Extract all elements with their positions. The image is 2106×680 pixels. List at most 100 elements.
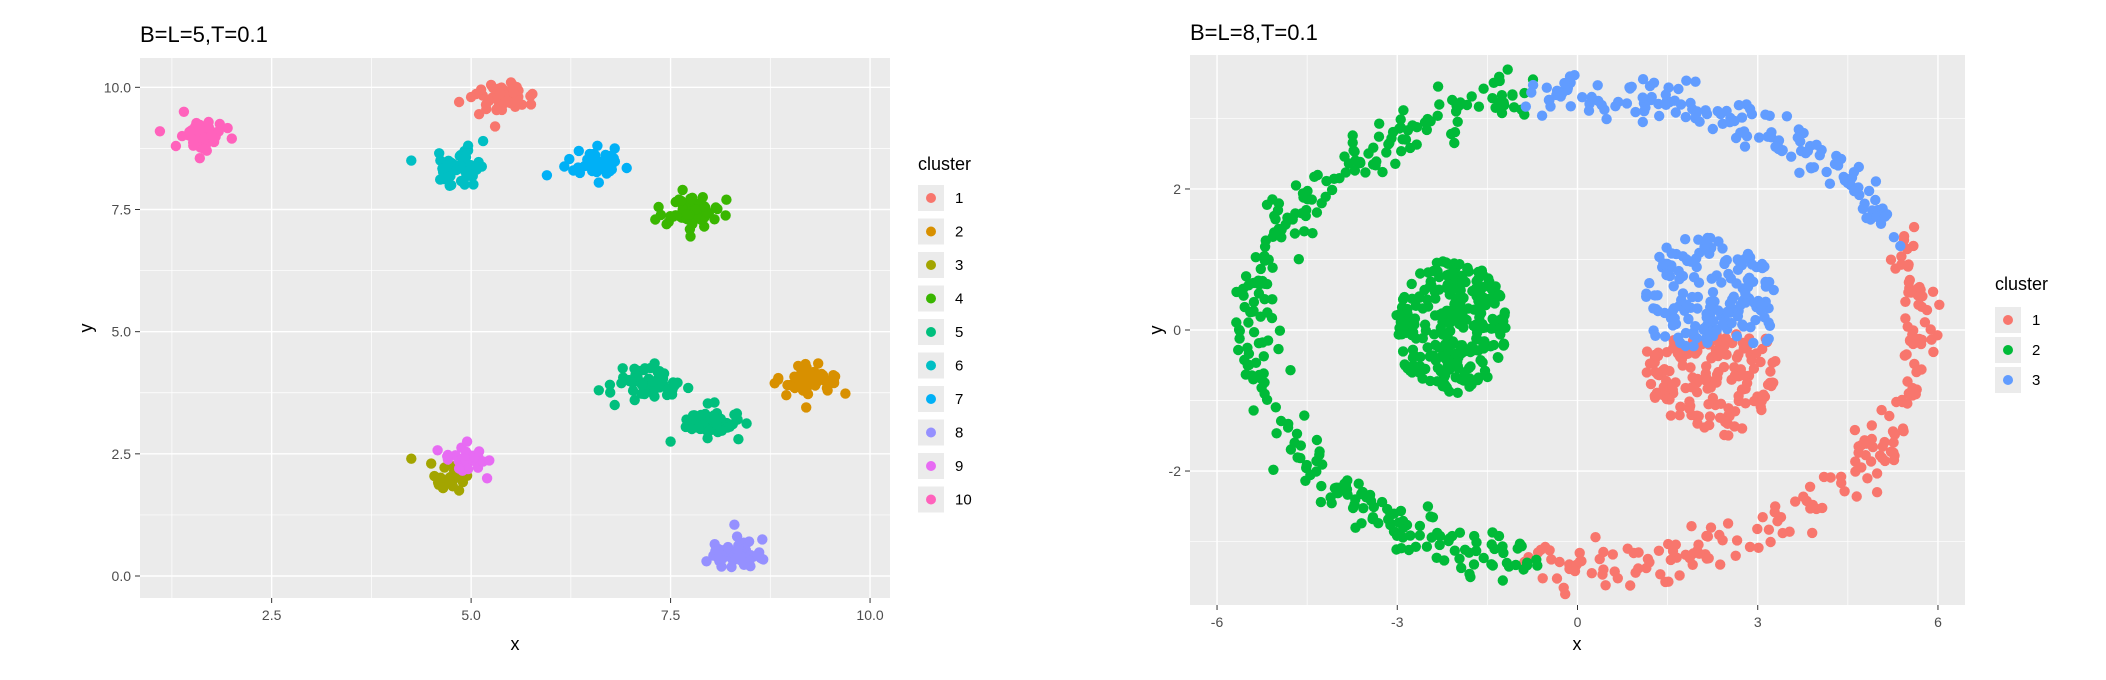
scatter-point: [1365, 495, 1377, 507]
scatter-point: [1447, 267, 1458, 278]
scatter-point: [1685, 256, 1697, 267]
scatter-point: [1282, 422, 1294, 433]
scatter-point: [1489, 298, 1500, 309]
scatter-point: [1494, 289, 1505, 300]
scatter-point: [1680, 327, 1692, 339]
scatter-point: [1475, 318, 1486, 329]
scatter-point: [1381, 147, 1392, 158]
scatter-point: [481, 473, 493, 484]
scatter-point: [1851, 491, 1862, 502]
scatter-point: [1459, 367, 1470, 378]
legend-key-9: [926, 461, 936, 471]
scatter-point: [702, 433, 713, 444]
scatter-point: [1497, 541, 1508, 552]
scatter-point: [1653, 545, 1665, 556]
scatter-point: [1870, 176, 1882, 187]
scatter-point: [1756, 300, 1767, 311]
scatter-point: [1714, 412, 1726, 423]
y-tick-label: 5.0: [112, 324, 132, 340]
scatter-point: [636, 379, 648, 391]
scatter-point: [442, 451, 453, 462]
scatter-point: [1777, 145, 1788, 156]
scatter-point: [1233, 324, 1245, 335]
scatter-point: [1757, 262, 1768, 274]
scatter-point: [1914, 281, 1925, 293]
scatter-point: [484, 455, 495, 466]
scatter-point: [1907, 382, 1918, 394]
scatter-point: [541, 170, 553, 181]
scatter-point: [1836, 477, 1847, 489]
chart-left-title: B=L=5,T=0.1: [140, 22, 268, 47]
x-tick-label: 3: [1754, 614, 1762, 630]
scatter-point: [1311, 207, 1323, 218]
scatter-point: [1558, 582, 1569, 593]
scatter-point: [605, 387, 616, 398]
scatter-point: [1466, 91, 1477, 102]
scatter-point: [733, 434, 744, 445]
scatter-point: [1817, 502, 1828, 514]
scatter-point: [1644, 557, 1655, 568]
scatter-point: [1786, 151, 1797, 162]
scatter-point: [627, 385, 639, 396]
scatter-point: [1471, 327, 1483, 338]
scatter-point: [1898, 231, 1910, 242]
scatter-point: [1428, 329, 1440, 340]
scatter-point: [1766, 127, 1777, 138]
scatter-point: [1414, 530, 1426, 541]
scatter-point: [1870, 194, 1881, 206]
chart-left: B=L=5,T=0.1 2.5 5.0 7.5 10.0 0.02.55.07.510…: [76, 22, 972, 654]
scatter-point: [1729, 362, 1740, 373]
scatter-point: [1753, 132, 1765, 143]
scatter-point: [1902, 398, 1913, 409]
scatter-point: [1469, 344, 1480, 355]
scatter-point: [1675, 337, 1686, 349]
scatter-point: [1421, 541, 1433, 552]
scatter-point: [793, 360, 804, 372]
legend-label-9: 9: [955, 458, 963, 475]
scatter-point: [1398, 105, 1409, 116]
scatter-point: [1598, 564, 1609, 575]
scatter-point: [1661, 242, 1672, 253]
scatter-point: [1405, 530, 1416, 541]
scatter-point: [1717, 118, 1728, 129]
scatter-point: [1396, 146, 1407, 157]
y-tick-label: 2.5: [112, 446, 132, 462]
scatter-point: [1234, 333, 1245, 344]
scatter-point: [1895, 240, 1906, 252]
scatter-point: [154, 126, 166, 137]
scatter-point: [1659, 307, 1670, 319]
scatter-point: [1449, 545, 1461, 556]
scatter-point: [1391, 530, 1403, 541]
scatter-point: [1307, 228, 1318, 239]
scatter-point: [1655, 569, 1666, 580]
scatter-point: [1471, 545, 1482, 557]
scatter-point: [805, 368, 816, 379]
scatter-point: [1406, 278, 1417, 290]
x-tick-label: 2.5: [262, 607, 282, 623]
scatter-point: [1669, 95, 1680, 106]
scatter-point: [1644, 278, 1655, 289]
scatter-point: [1451, 100, 1462, 111]
scatter-point: [1487, 313, 1498, 325]
scatter-point: [1698, 324, 1709, 335]
scatter-point: [1507, 89, 1518, 100]
scatter-point: [1257, 337, 1268, 348]
scatter-point: [666, 389, 678, 400]
chart-left-points: [154, 77, 851, 573]
scatter-point: [1469, 530, 1480, 542]
scatter-point: [1733, 390, 1744, 402]
scatter-point: [1909, 358, 1920, 370]
scatter-point: [1478, 292, 1490, 304]
scatter-point: [1355, 157, 1366, 169]
scatter-point: [609, 399, 620, 411]
scatter-point: [1717, 535, 1728, 546]
legend-label-3: 3: [2032, 372, 2040, 389]
scatter-point: [462, 140, 474, 151]
scatter-point: [465, 91, 477, 103]
scatter-point: [1866, 433, 1878, 445]
scatter-point: [194, 153, 205, 164]
scatter-point: [1688, 330, 1700, 341]
scatter-point: [1349, 165, 1361, 176]
scatter-point: [595, 161, 607, 172]
scatter-point: [426, 458, 437, 469]
